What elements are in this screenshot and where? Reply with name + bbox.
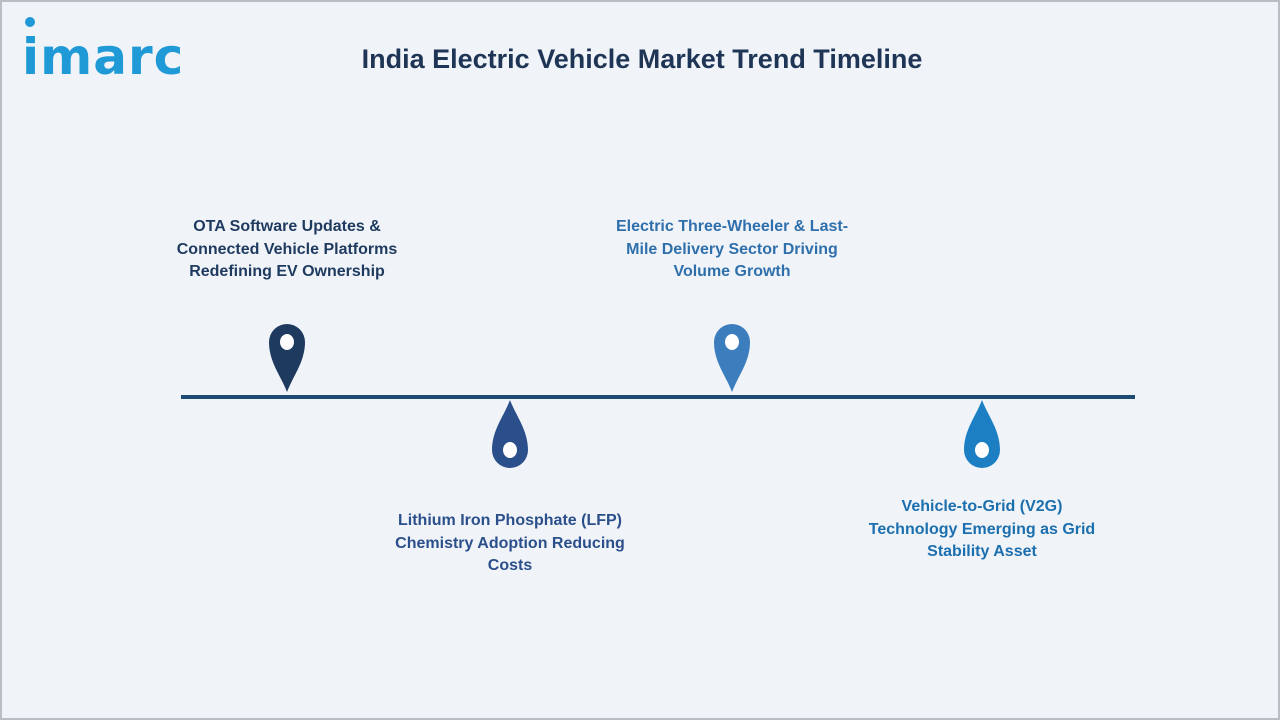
milestone-line: Technology Emerging as Grid: [868, 520, 1096, 538]
milestone-line: Vehicle-to-Grid (V2G): [901, 498, 1063, 515]
milestone-line: Lithium Iron Phosphate (LFP): [398, 512, 622, 529]
pin-shape: [269, 324, 305, 392]
location-pin-icon: [714, 324, 750, 392]
milestone-line: Chemistry Adoption Reducing: [395, 534, 625, 552]
pin-shape: [964, 400, 1000, 468]
milestone-label: Vehicle-to-Grid (V2G) Technology Emergin…: [842, 496, 1122, 564]
milestone-line: OTA Software Updates &: [193, 218, 381, 235]
page-title: India Electric Vehicle Market Trend Time…: [361, 44, 923, 74]
location-pin-icon: [492, 400, 528, 468]
milestone-line: Electric Three-Wheeler & Last-: [615, 218, 849, 235]
pin-shape: [714, 324, 750, 392]
milestone-label: OTA Software Updates & Connected Vehicle…: [147, 216, 427, 284]
timeline-axis: [181, 395, 1135, 399]
milestone-line: Redefining EV Ownership: [189, 263, 385, 280]
location-pin-icon: [964, 400, 1000, 468]
milestone-line: Stability Asset: [927, 543, 1037, 560]
milestone-line: Connected Vehicle Platforms: [176, 240, 398, 258]
pin-shape: [492, 400, 528, 468]
milestone-line: Volume Growth: [673, 263, 791, 280]
svg-text:imarc: imarc: [22, 28, 184, 82]
location-pin-icon: [269, 324, 305, 392]
imarc-logo: imarc: [22, 17, 184, 82]
milestone-label: Lithium Iron Phosphate (LFP) Chemistry A…: [370, 510, 650, 578]
milestone-line: Mile Delivery Sector Driving: [626, 240, 838, 258]
milestone-label: Electric Three-Wheeler & Last- Mile Deli…: [592, 216, 872, 284]
milestone-line: Costs: [487, 557, 533, 574]
